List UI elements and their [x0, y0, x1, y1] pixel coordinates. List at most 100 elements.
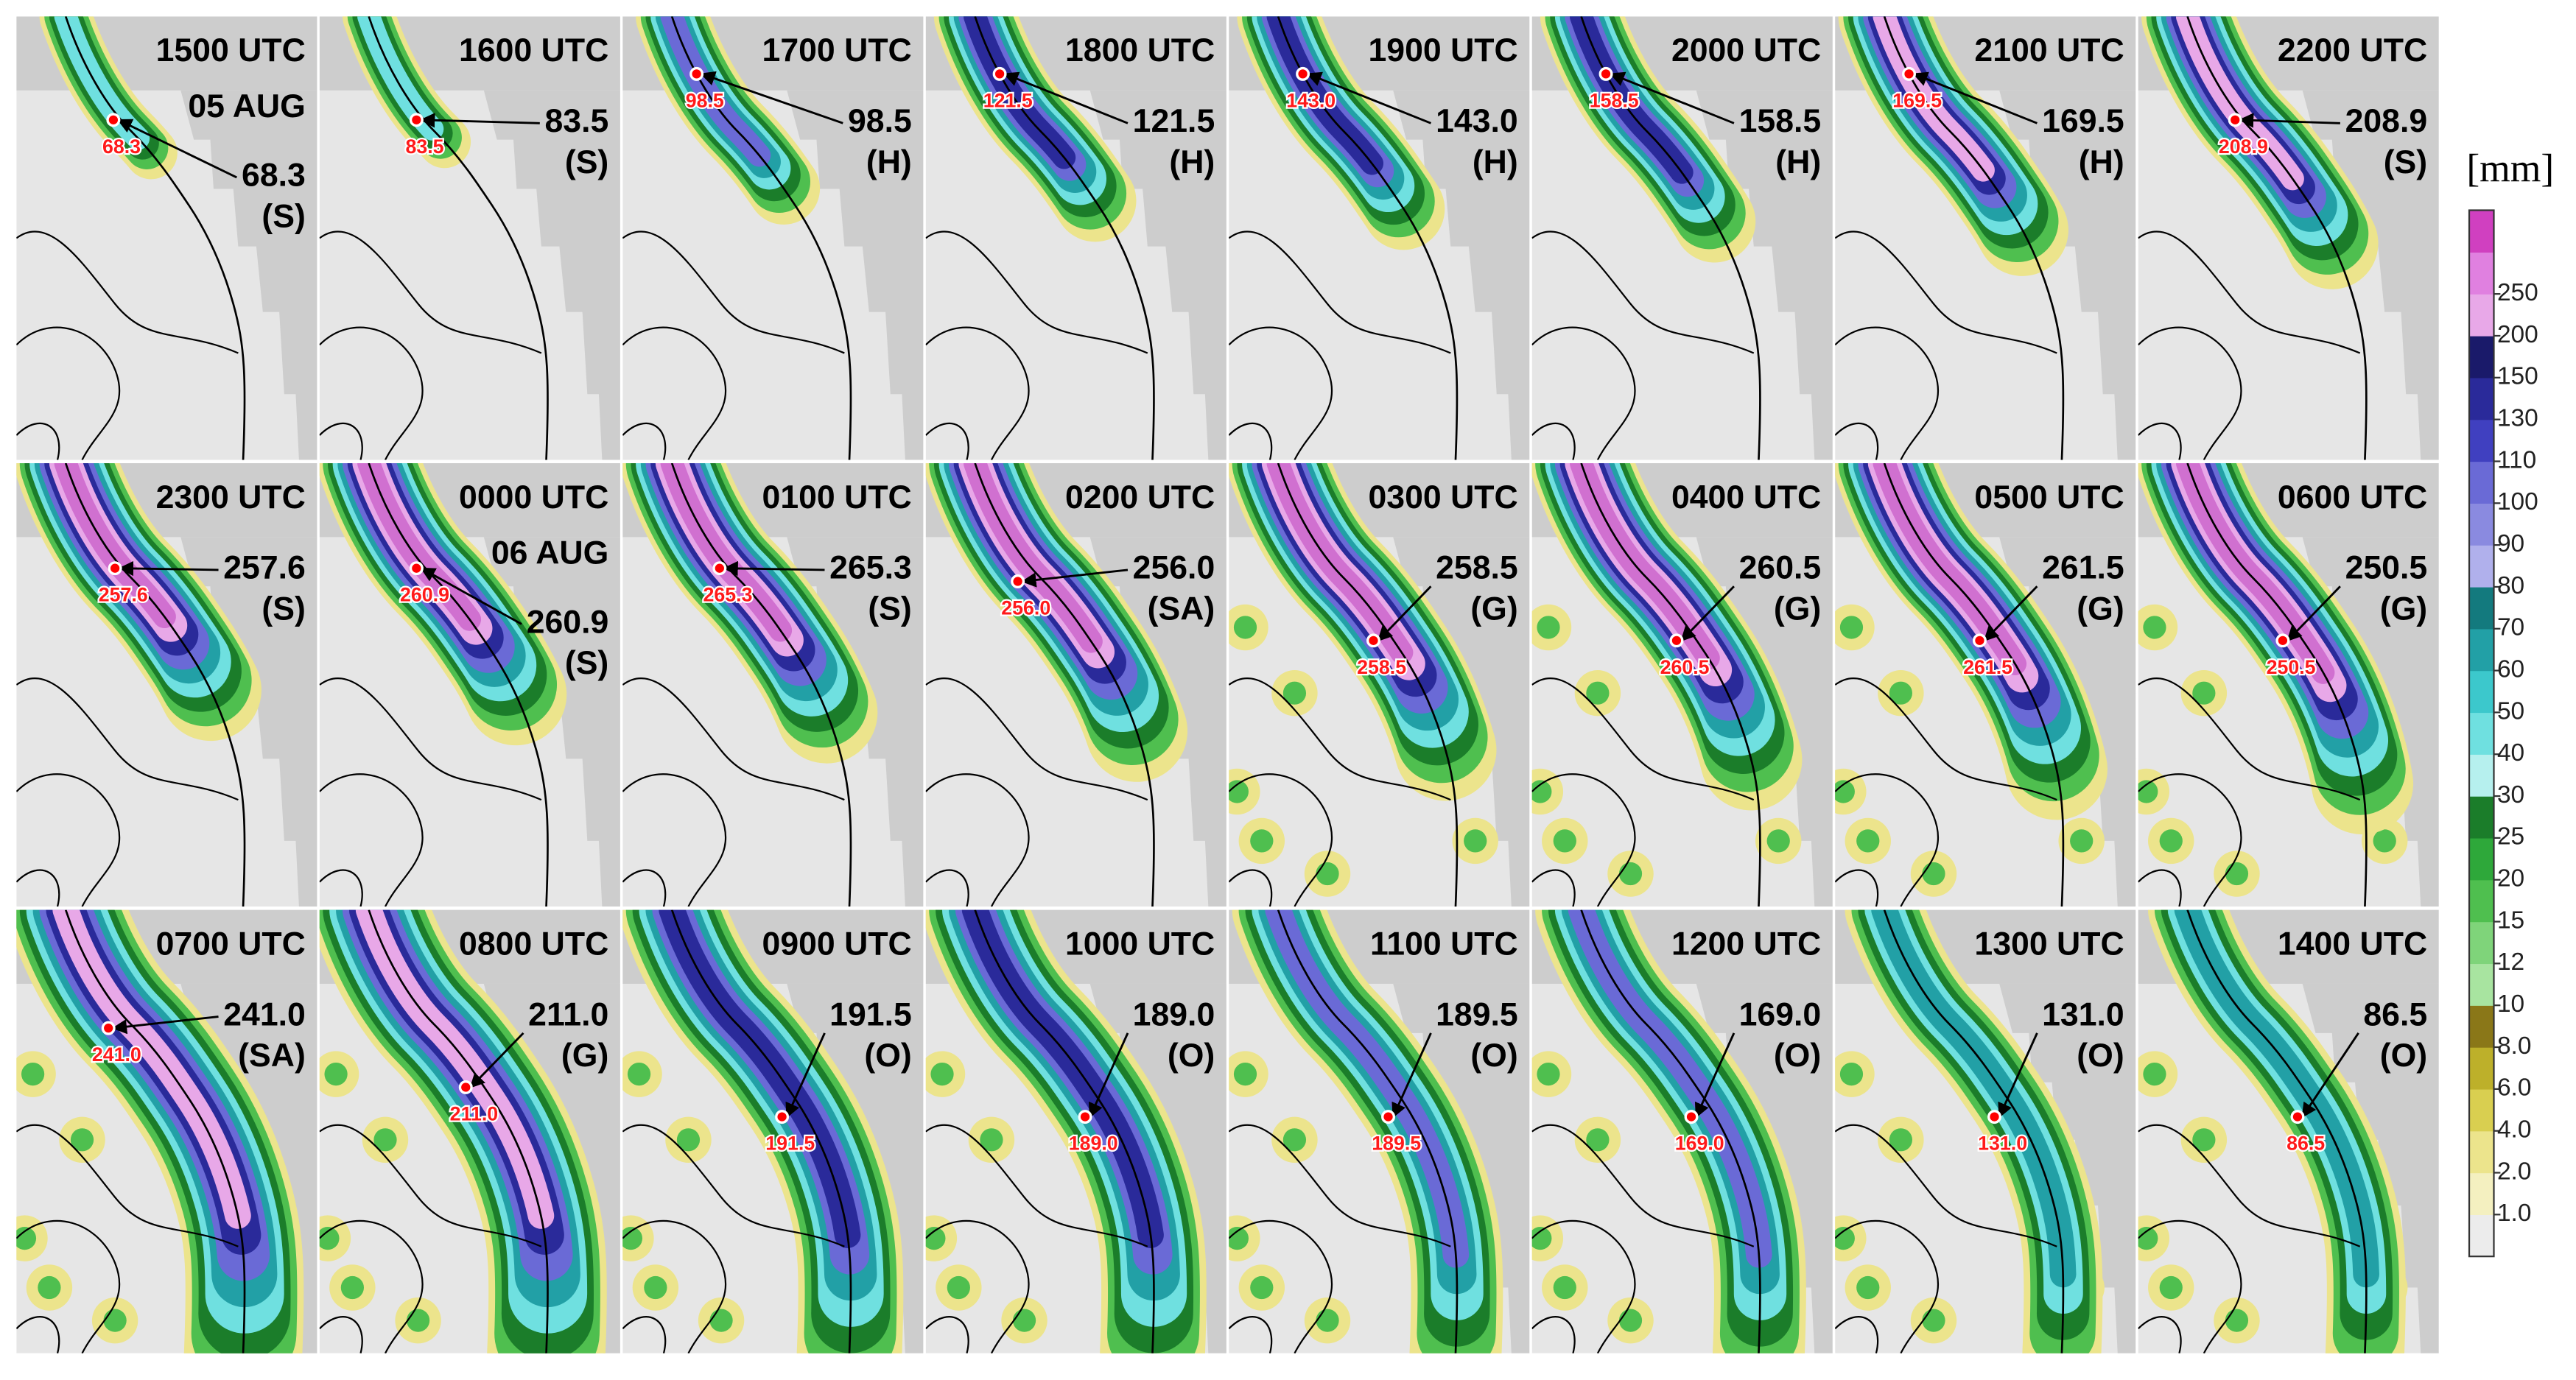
max-point [101, 1021, 116, 1035]
max-point [1902, 66, 1917, 81]
province-border [1531, 1124, 1755, 1353]
rain-cell [2159, 1275, 2183, 1300]
map-panel: 0600 UTC 250.5 (G) 250.5 [2138, 462, 2439, 907]
rain-cell [1618, 862, 1643, 886]
max-point-label: 169.5 [1892, 89, 1942, 111]
panel-time: 1400 UTC [2278, 926, 2427, 962]
map-panel: 0400 UTC 260.5 (G) 260.5 [1531, 462, 1833, 907]
max-point-label: 260.5 [1660, 656, 1710, 678]
map-panel: 0100 UTC 265.3 (S) 265.3 [622, 462, 924, 907]
colorbar-bin [2469, 628, 2494, 672]
colorbar-bin [2469, 586, 2494, 630]
max-type: (H) [2079, 144, 2124, 180]
max-point [2290, 1110, 2305, 1124]
rain-cell [1531, 780, 1552, 803]
colorbar-bin [2469, 503, 2494, 546]
max-value: 208.9 [2345, 103, 2428, 139]
colorbar-label: 100 [2497, 488, 2538, 515]
pointer-arrow [723, 560, 825, 577]
max-type: (O) [2077, 1038, 2124, 1074]
panel-date: 05 AUG [188, 88, 305, 124]
rain-cell [1839, 1062, 1864, 1086]
panel-time: 1700 UTC [762, 32, 912, 68]
panel-time: 0500 UTC [1974, 479, 2124, 515]
map-panel: 1400 UTC 86.5 (O) 86.5 [2138, 909, 2439, 1353]
max-type: (H) [866, 144, 912, 180]
map-sea-region [787, 90, 924, 460]
rain-cell [2192, 1128, 2216, 1152]
rain-cell [2225, 1309, 2249, 1332]
colorbar-label: 50 [2497, 697, 2524, 725]
max-value: 121.5 [1133, 103, 1215, 139]
max-point-label: 260.9 [400, 584, 449, 606]
rain-cell [1766, 829, 1790, 853]
river-border [64, 462, 246, 907]
rain-cell [947, 1275, 970, 1300]
rain-cell [644, 1275, 667, 1300]
colorbar-label: 250 [2497, 279, 2538, 306]
max-type: (S) [565, 645, 608, 681]
max-value: 143.0 [1436, 103, 1518, 139]
map-panel: 1600 UTC 83.5 (S) 83.5 [319, 16, 620, 460]
province-border [622, 677, 845, 907]
max-value: 169.0 [1739, 996, 1822, 1032]
rain-cell [373, 1128, 397, 1152]
river-border [1580, 462, 1761, 907]
max-value: 158.5 [1739, 103, 1822, 139]
panel-time: 0800 UTC [459, 926, 608, 962]
panel-time: 0700 UTC [156, 926, 306, 962]
pointer-arrow [118, 560, 219, 577]
province-border [319, 230, 542, 460]
rain-cell [1464, 829, 1487, 853]
rain-cell [21, 1062, 45, 1086]
pointer-arrow [1609, 71, 1735, 124]
panel-date: 06 AUG [491, 535, 608, 571]
max-value: 257.6 [223, 550, 306, 586]
colorbar-label: 4.0 [2497, 1116, 2531, 1144]
colorbar-bin [2469, 1214, 2494, 1257]
province-border [16, 1124, 239, 1353]
rain-cell [930, 1062, 954, 1086]
max-point-label: 189.5 [1372, 1133, 1421, 1155]
max-point [458, 1080, 473, 1094]
max-point [1078, 1110, 1092, 1124]
colorbar-bin [2469, 545, 2494, 588]
pointer-arrow [1089, 1032, 1129, 1119]
rain-cell [2143, 616, 2166, 639]
max-value: 211.0 [528, 996, 608, 1032]
colorbar-label: 70 [2497, 614, 2524, 641]
rain-cell [1922, 1309, 1945, 1332]
pointer-arrow [1983, 585, 2038, 642]
max-value: 98.5 [848, 103, 912, 139]
rain-cell [1889, 681, 1912, 705]
max-point-label: 121.5 [983, 89, 1033, 111]
rain-cell [2138, 1227, 2158, 1250]
max-value: 261.5 [2042, 550, 2124, 586]
river-border [1883, 462, 2065, 907]
colorbar-frame [2468, 209, 2495, 1258]
map-panel: 1700 UTC 98.5 (H) 98.5 [622, 16, 924, 460]
colorbar-label: 200 [2497, 321, 2538, 348]
max-point-label: 250.5 [2267, 656, 2316, 678]
river-border [2186, 16, 2368, 460]
max-value: 191.5 [829, 996, 912, 1032]
panel-time: 1200 UTC [1671, 926, 1821, 962]
colorbar-bin [2469, 1130, 2494, 1174]
max-point-label: 68.3 [102, 135, 141, 158]
max-value: 241.0 [223, 996, 306, 1032]
rain-cell [1922, 862, 1945, 886]
max-point-label: 258.5 [1357, 656, 1406, 678]
max-type: (S) [262, 198, 305, 234]
pointer-arrow [111, 1015, 219, 1035]
province-border [2138, 230, 2361, 460]
panel-time: 1800 UTC [1065, 32, 1215, 68]
pointer-arrow [469, 1032, 524, 1088]
province-border [622, 1124, 845, 1353]
colorbar-label: 20 [2497, 865, 2524, 893]
pointer-arrow [1377, 585, 1432, 642]
max-point-label: 86.5 [2287, 1133, 2325, 1155]
colorbar-bin [2469, 419, 2494, 462]
province-border [925, 230, 1148, 460]
map-panel: 1800 UTC 121.5 (H) 121.5 [925, 16, 1226, 460]
